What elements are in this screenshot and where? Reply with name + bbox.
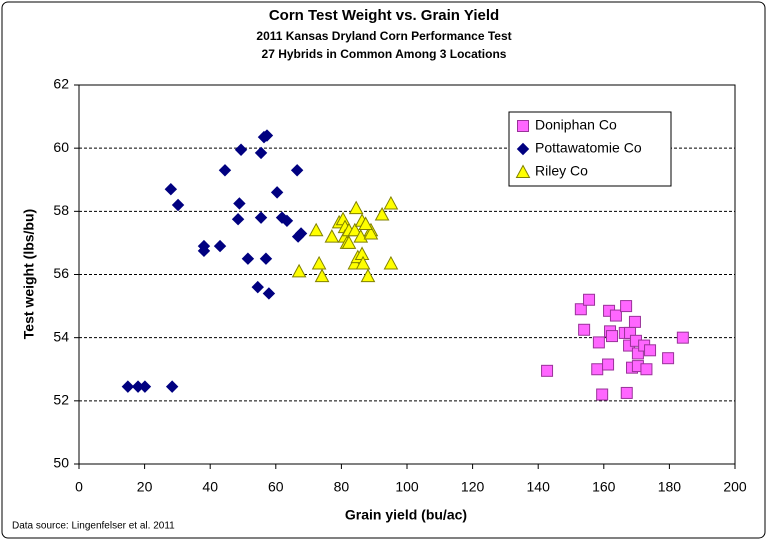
x-tick-label: 180 (658, 479, 682, 495)
legend-marker (515, 164, 531, 178)
y-tick-label: 54 (53, 328, 69, 344)
data-point (347, 222, 363, 237)
legend (508, 111, 672, 187)
legend-marker (516, 142, 530, 156)
legend-label: Pottawatomie Co (535, 140, 642, 156)
data-point (583, 293, 596, 306)
y-tick-label: 52 (53, 392, 69, 408)
y-tick-label: 58 (53, 202, 69, 218)
chart-title: Corn Test Weight vs. Grain Yield (269, 7, 499, 24)
data-point (606, 330, 618, 343)
data-point (294, 227, 308, 240)
data-point (358, 216, 374, 230)
x-tick-label: 140 (527, 479, 551, 495)
data-point (644, 344, 657, 357)
data-point (171, 198, 185, 212)
x-tick-label: 20 (137, 479, 153, 495)
y-axis-label: Test weight (lbs/bu) (21, 209, 37, 339)
data-point (314, 268, 330, 283)
x-tick-label: 80 (334, 479, 350, 495)
data-point (324, 229, 340, 243)
data-point (592, 336, 605, 349)
data-point (260, 129, 274, 142)
data-point (291, 263, 307, 278)
data-point (676, 331, 689, 344)
data-point (620, 386, 633, 399)
data-point (662, 352, 675, 365)
legend-label: Doniphan Co (535, 117, 617, 133)
legend-label: Riley Co (535, 163, 588, 179)
x-axis-label: Grain yield (bu/ac) (345, 507, 467, 523)
x-tick-label: 160 (592, 479, 616, 495)
data-point (259, 252, 273, 265)
data-point (218, 164, 232, 177)
data-point (197, 244, 211, 258)
legend-marker (517, 120, 529, 132)
data-point (640, 363, 653, 376)
y-tick-label: 56 (53, 265, 69, 281)
data-point (138, 380, 152, 393)
data-point (121, 380, 135, 393)
data-point (383, 195, 399, 210)
y-tick-label: 60 (53, 139, 69, 155)
data-point (213, 239, 227, 253)
data-point (241, 252, 255, 265)
x-tick-label: 200 (723, 479, 747, 495)
data-point (596, 388, 609, 401)
data-point (628, 315, 641, 328)
data-point (631, 347, 644, 360)
data-point (578, 323, 591, 336)
data-point (311, 255, 327, 270)
data-point (308, 222, 324, 237)
data-point (280, 214, 294, 228)
data-point (355, 255, 371, 270)
data-point (374, 206, 390, 221)
data-point (251, 280, 264, 294)
data-point (234, 143, 248, 156)
data-point (341, 235, 357, 249)
data-point (541, 364, 554, 377)
x-tick-label: 0 (75, 479, 83, 495)
data-point (231, 213, 245, 226)
data-point (620, 300, 633, 313)
data-point (591, 363, 604, 376)
data-point (254, 211, 268, 224)
x-tick-label: 60 (268, 479, 284, 495)
data-point (363, 225, 379, 240)
data-point (254, 146, 268, 160)
data-point (164, 183, 178, 196)
data-point (348, 200, 364, 215)
chart-subtitle: 2011 Kansas Dryland Corn Performance Tes… (256, 29, 511, 43)
data-point (165, 380, 179, 393)
x-tick-label: 40 (202, 479, 218, 495)
data-point (233, 197, 246, 210)
x-tick-label: 100 (395, 479, 419, 495)
data-point (360, 268, 376, 283)
data-point (383, 255, 399, 270)
chart-subtitle: 27 Hybrids in Common Among 3 Locations (262, 47, 507, 61)
data-point (290, 164, 304, 177)
data-point (270, 186, 284, 199)
data-point (262, 287, 276, 300)
source-note: Data source: Lingenfelser et al. 2011 (12, 521, 175, 532)
data-point (602, 358, 615, 371)
y-tick-label: 62 (53, 76, 69, 92)
x-tick-label: 120 (461, 479, 485, 495)
data-point (574, 303, 587, 316)
data-point (609, 309, 622, 322)
y-tick-label: 50 (53, 455, 69, 471)
